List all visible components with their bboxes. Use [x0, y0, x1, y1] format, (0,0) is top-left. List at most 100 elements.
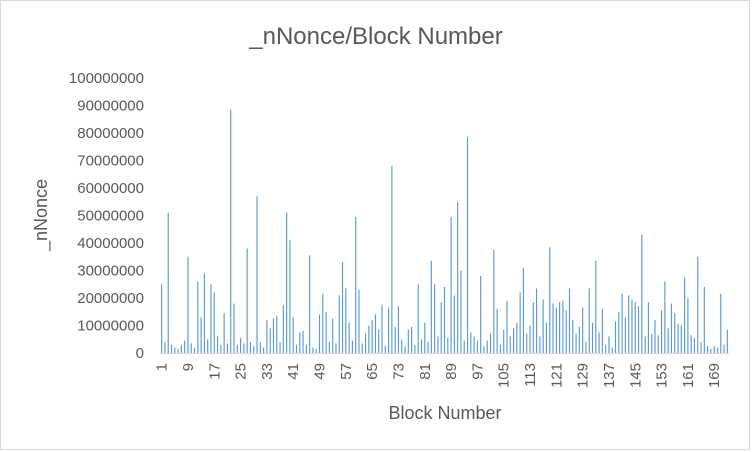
bar: [351, 340, 353, 354]
bar: [453, 295, 455, 353]
bar: [269, 328, 271, 353]
bar: [503, 329, 505, 354]
y-tick-label: 40000000: [77, 235, 144, 252]
y-tick-label: 90000000: [77, 98, 144, 115]
bar: [394, 326, 396, 354]
bar: [332, 318, 334, 354]
bar: [552, 303, 554, 353]
bar: [489, 333, 492, 353]
bar: [499, 344, 501, 353]
bar: [216, 336, 219, 353]
bar: [374, 314, 377, 353]
bar: [368, 325, 370, 353]
bar: [572, 320, 574, 353]
bar: [193, 348, 196, 353]
bar: [302, 331, 304, 353]
bar: [720, 293, 722, 354]
bar: [427, 342, 429, 353]
bar: [207, 339, 209, 353]
bar: [407, 329, 409, 354]
bar: [654, 320, 656, 353]
bar: [305, 344, 307, 353]
x-tick-label: 73: [390, 363, 407, 380]
bar: [180, 344, 182, 353]
bar: [276, 315, 278, 354]
bar: [559, 302, 561, 354]
bar: [605, 344, 607, 353]
bar: [184, 340, 186, 354]
bar: [190, 343, 192, 354]
bar: [647, 302, 649, 354]
bar: [230, 109, 232, 354]
bar: [568, 288, 571, 354]
bar: [522, 267, 525, 353]
bar: [226, 343, 228, 354]
bar: [170, 344, 173, 353]
bar: [397, 306, 400, 353]
bar: [177, 348, 179, 354]
bar: [322, 293, 324, 354]
bar: [703, 287, 705, 353]
bar: [713, 346, 715, 354]
bar: [536, 288, 538, 354]
bar: [174, 347, 176, 353]
bar: [700, 342, 702, 353]
bar: [598, 332, 600, 354]
bar: [249, 342, 252, 353]
bar: [355, 216, 357, 354]
x-tick-label: 33: [259, 363, 276, 380]
x-tick-label: 169: [706, 363, 723, 388]
y-tick-label: 70000000: [77, 153, 144, 170]
x-tick-label: 97: [469, 363, 486, 380]
bar: [240, 337, 242, 354]
x-tick-label: 145: [627, 363, 644, 388]
x-tick-label: 89: [443, 363, 460, 380]
x-tick-label: 57: [338, 363, 355, 380]
bar: [345, 288, 347, 354]
x-tick-label: 81: [417, 363, 434, 380]
bar: [466, 137, 469, 354]
bar: [263, 347, 265, 353]
x-tick-label: 49: [312, 363, 329, 380]
bar: [473, 336, 475, 353]
x-tick-label: 41: [285, 363, 302, 380]
bar: [243, 343, 245, 354]
bar: [309, 255, 311, 354]
bar: [677, 324, 679, 354]
bar: [601, 309, 603, 353]
bar: [223, 313, 225, 354]
bar: [608, 336, 610, 353]
bar: [483, 346, 485, 354]
bar: [295, 344, 298, 353]
x-tick-label: 161: [680, 363, 697, 388]
bar: [697, 256, 699, 353]
bar: [253, 346, 255, 354]
x-tick-label: 9: [180, 363, 197, 371]
bar: [614, 321, 617, 354]
bar: [624, 317, 626, 353]
bar: [549, 247, 551, 354]
bar: [266, 320, 268, 353]
y-axis-title: _nNonce: [31, 179, 52, 252]
bar: [292, 317, 294, 353]
y-tick-label: 10000000: [77, 318, 144, 335]
bar: [519, 292, 521, 353]
bar: [591, 322, 594, 353]
bar: [437, 336, 439, 353]
bar: [476, 340, 478, 354]
bar: [460, 270, 462, 353]
bar: [246, 248, 248, 353]
bar: [197, 281, 199, 353]
bar: [716, 347, 719, 353]
bar: [582, 307, 584, 354]
bar: [443, 287, 446, 353]
x-tick-label: 153: [654, 363, 671, 388]
bar: [161, 284, 163, 353]
y-tick-label: 0: [136, 345, 144, 362]
bar: [210, 284, 212, 353]
bar: [480, 276, 482, 353]
bar-series: [161, 109, 728, 354]
bar: [578, 326, 580, 354]
bar: [358, 289, 360, 353]
